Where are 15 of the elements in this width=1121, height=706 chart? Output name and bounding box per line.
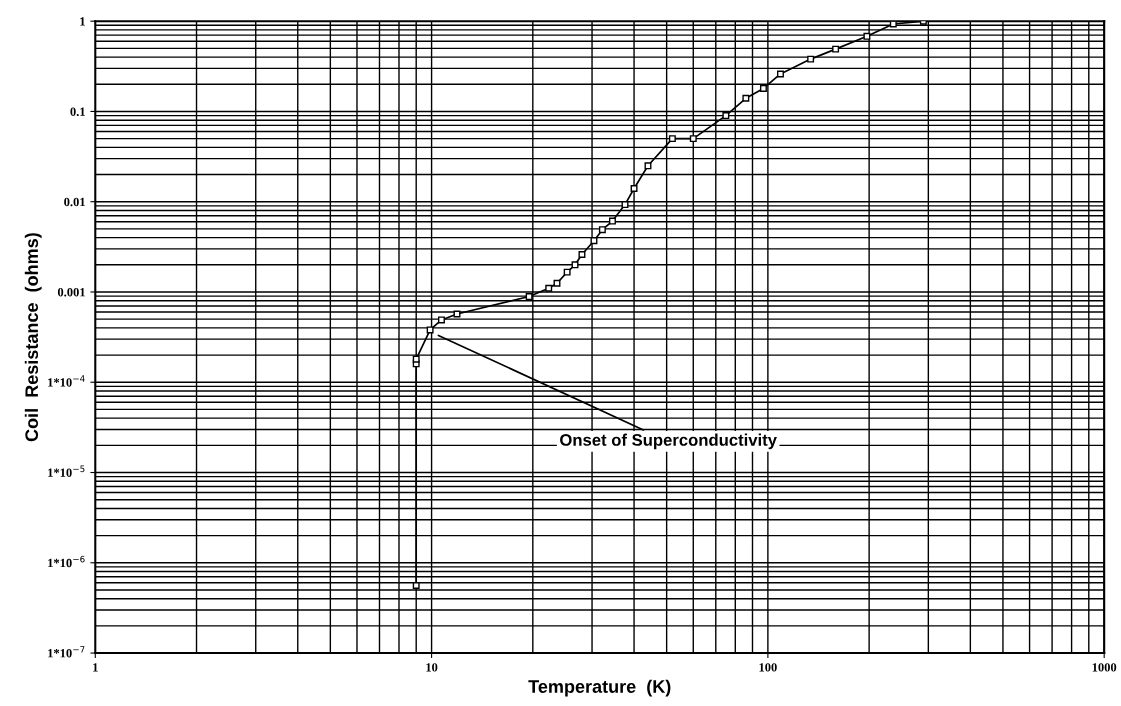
y-axis-title: Coil Resistance (ohms) [24, 233, 42, 442]
y-tick-label: 1*10$^{−7}$ [48, 646, 85, 658]
y-tick-label: 0.001 [57, 288, 85, 297]
x-tick-label: 10 [426, 663, 438, 672]
x-tick-label: 100 [759, 663, 777, 672]
x-axis-title: Temperature (K) [528, 679, 671, 697]
y-tick-label: 1*10$^{−4}$ [48, 375, 85, 387]
y-tick-label: 1*10$^{−6}$ [48, 555, 85, 568]
x-tick-label: 1000 [1092, 663, 1117, 672]
x-tick-label: 1 [93, 663, 98, 672]
y-tick-label: 1 [80, 17, 85, 26]
annotation: Onset of Superconductivity [560, 433, 777, 450]
y-tick-label: 1*10$^{−5}$ [48, 465, 85, 477]
y-tick-label: 0.1 [70, 107, 85, 116]
y-tick-label: 0.01 [64, 197, 85, 207]
